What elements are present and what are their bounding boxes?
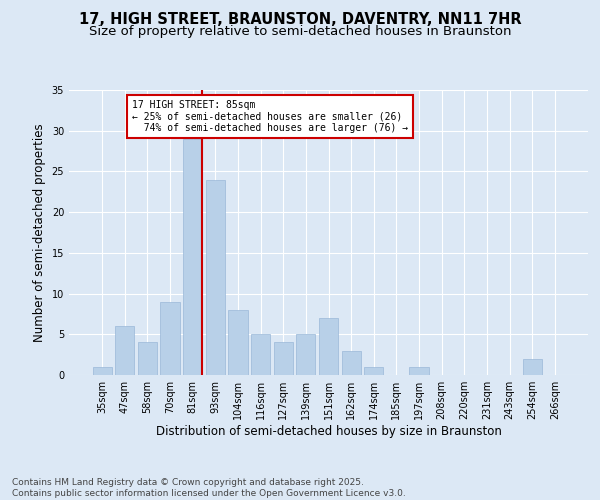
Text: Size of property relative to semi-detached houses in Braunston: Size of property relative to semi-detach… [89,25,511,38]
Bar [229,310,248,375]
Bar [183,139,202,375]
Bar [92,367,112,375]
Bar [319,318,338,375]
Bar [206,180,225,375]
Bar [523,358,542,375]
Bar [274,342,293,375]
Bar [160,302,180,375]
Text: 17, HIGH STREET, BRAUNSTON, DAVENTRY, NN11 7HR: 17, HIGH STREET, BRAUNSTON, DAVENTRY, NN… [79,12,521,28]
Bar [364,367,383,375]
Bar [341,350,361,375]
Text: 17 HIGH STREET: 85sqm
← 25% of semi-detached houses are smaller (26)
  74% of se: 17 HIGH STREET: 85sqm ← 25% of semi-deta… [131,100,408,133]
Bar [251,334,270,375]
Text: Contains HM Land Registry data © Crown copyright and database right 2025.
Contai: Contains HM Land Registry data © Crown c… [12,478,406,498]
X-axis label: Distribution of semi-detached houses by size in Braunston: Distribution of semi-detached houses by … [155,425,502,438]
Bar [409,367,428,375]
Bar [138,342,157,375]
Y-axis label: Number of semi-detached properties: Number of semi-detached properties [33,123,46,342]
Bar [296,334,316,375]
Bar [115,326,134,375]
